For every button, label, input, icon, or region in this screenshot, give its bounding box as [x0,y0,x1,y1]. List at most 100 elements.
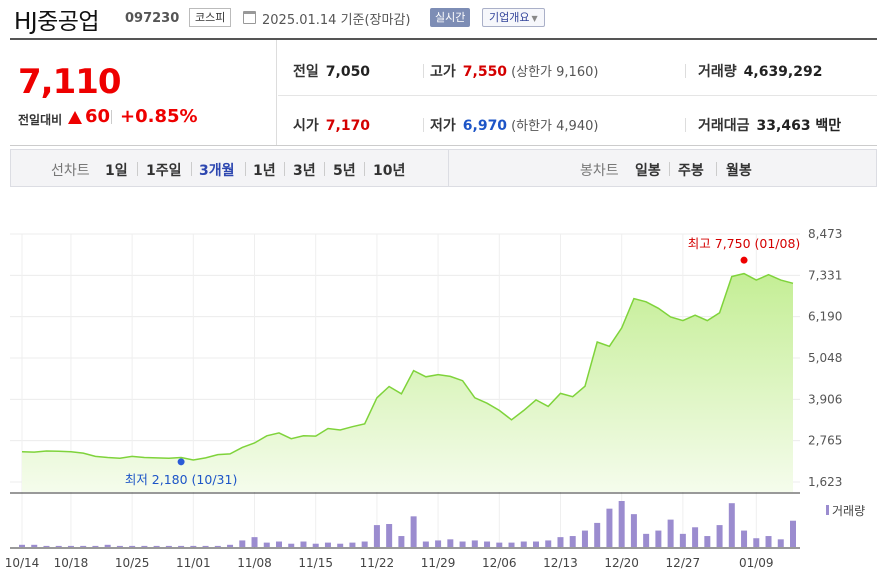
x-tick-label: 11/08 [237,556,272,570]
tab-1d[interactable]: 1일 [105,163,128,179]
x-tick-label: 11/22 [360,556,395,570]
x-tick-label: 10/18 [54,556,89,570]
up-triangle-icon [68,111,82,124]
current-price-panel: 7,110 전일대비 60 +0.85% [10,40,277,145]
company-overview-dropdown[interactable]: 기업개요 ▼ [482,8,545,27]
volume-bar [520,541,527,547]
change-percent: +0.85% [120,106,198,127]
volume-bar [239,540,246,547]
tab-3m[interactable]: 3개월 [199,163,235,179]
volume-bar [410,516,417,547]
volume-bar [43,545,50,547]
tab-5y[interactable]: 5년 [333,163,356,179]
line-chart-caption: 선차트 [51,163,90,179]
volume-bar [435,540,442,547]
tab-1y[interactable]: 1년 [253,163,276,179]
realtime-button[interactable]: 실시간 [430,8,471,27]
volume-bar [508,542,515,547]
volume-bar [422,541,429,547]
x-tick-label: 12/27 [666,556,701,570]
volume-bar [251,537,258,547]
volume-bar [373,525,380,547]
volume-bar [55,545,62,547]
volume-legend-swatch [826,505,829,515]
y-tick-label: 7,331 [808,268,842,282]
volume-bar [704,536,711,547]
volume-bar [777,539,784,547]
volume-bar [178,545,185,547]
tab-weekly-candle[interactable]: 주봉 [678,163,704,179]
y-tick-label: 1,623 [808,475,842,489]
divider [278,95,877,96]
y-tick-label: 8,473 [808,227,842,241]
volume-bar [790,520,796,547]
max-marker [740,256,748,264]
x-tick-label: 11/29 [421,556,456,570]
volume-bar [692,527,699,547]
tab-1w[interactable]: 1주일 [146,163,182,179]
volume-bar [31,544,38,547]
company-overview-label: 기업개요 [489,11,530,24]
divider [669,162,670,176]
divider [423,64,424,78]
x-tick-label: 01/09 [739,556,774,570]
current-price: 7,110 [18,62,122,102]
volume-bar [190,545,197,547]
tab-10y[interactable]: 10년 [373,163,406,179]
volume-bar [349,542,356,547]
divider [685,64,686,78]
divider [191,162,192,176]
trade-amount: 거래대금 33,463 백만 [698,118,842,134]
volume-bar [104,544,111,547]
volume-bar [606,508,613,547]
volume-bar [80,545,87,547]
divider [423,118,424,132]
low-price: 저가 6,970 (하한가 4,940) [430,118,599,134]
x-tick-label: 11/01 [176,556,211,570]
calendar-icon [243,11,256,24]
volume-bar [141,545,148,547]
volume-bar [165,545,172,547]
volume-bar [679,533,686,547]
tab-monthly-candle[interactable]: 월봉 [726,163,752,179]
volume-bar [116,545,123,547]
volume-bar [19,544,25,547]
tab-3y[interactable]: 3년 [293,163,316,179]
volume-bar [569,536,576,547]
volume-bar [227,544,234,547]
volume: 거래량 4,639,292 [698,64,823,80]
volume-bar [312,543,319,547]
market-badge: 코스피 [189,8,232,27]
volume-bar [484,541,491,547]
price-line [21,272,794,461]
stock-code: 097230 [125,11,180,26]
y-tick-label: 6,190 [808,310,842,324]
volume-bar [581,530,588,547]
volume-bar [471,540,478,547]
volume-bar [447,539,454,547]
prev-close: 전일 7,050 [293,64,371,80]
volume-bar [533,541,539,547]
volume-bar [324,542,331,547]
min-label: 최저 2,180 (10/31) [125,472,238,487]
volume-bar [276,541,282,547]
x-tick-label: 12/20 [604,556,639,570]
volume-bar [398,536,405,547]
volume-bar [153,545,160,547]
volume-bar [67,545,74,547]
volume-bar [300,541,307,547]
volume-bar [618,501,625,547]
divider [284,162,285,176]
volume-bar [643,533,650,547]
candle-chart-caption: 봉차트 [580,163,619,179]
volume-bar [214,545,221,547]
y-tick-label: 5,048 [808,351,842,365]
volume-bar [741,530,748,547]
volume-bar [594,522,601,547]
volume-bar [667,519,674,547]
volume-bar [630,514,637,547]
divider [448,150,449,186]
divider [111,110,112,124]
tab-daily-candle[interactable]: 일봉 [635,163,661,179]
price-chart: 8,473 7,331 6,190 5,048 3,906 2,765 1,623 거래량 10… [5,227,865,570]
